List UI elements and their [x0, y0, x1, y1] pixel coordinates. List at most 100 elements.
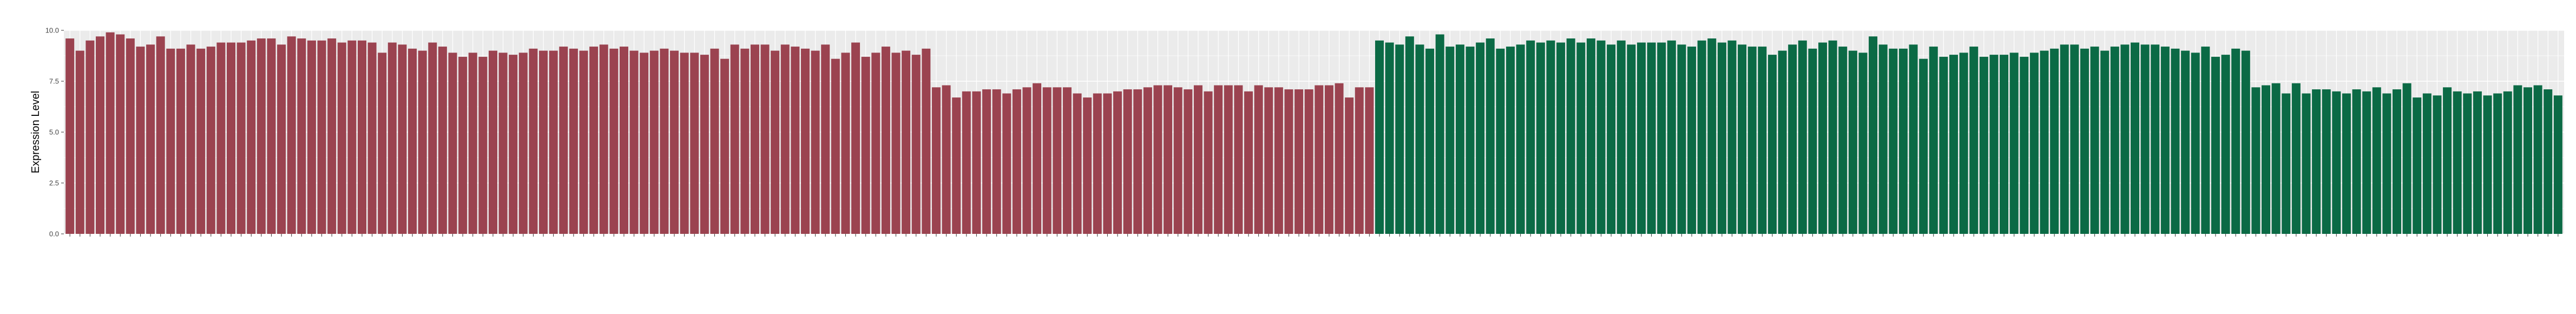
bar — [760, 44, 770, 234]
y-tick-label: 0.0 — [49, 230, 59, 238]
bar — [2503, 91, 2512, 234]
bar — [922, 48, 931, 234]
bar — [1979, 56, 1988, 234]
bar — [1496, 48, 1505, 234]
bar — [1929, 47, 1938, 234]
bar — [2080, 48, 2089, 234]
bar — [2160, 47, 2170, 234]
bar — [2090, 47, 2099, 234]
bar — [2262, 85, 2271, 234]
bar — [1274, 87, 1283, 234]
bar — [2110, 47, 2119, 234]
bar — [1385, 42, 1394, 234]
bar — [1889, 48, 1898, 234]
bar — [1053, 87, 1062, 234]
bar — [690, 53, 699, 234]
bar — [1254, 85, 1263, 234]
bar — [2433, 95, 2442, 234]
bar — [1355, 87, 1364, 234]
bar — [236, 42, 246, 234]
bar — [2050, 48, 2059, 234]
bar — [2191, 53, 2200, 234]
bar — [2231, 48, 2240, 234]
bar — [2302, 93, 2311, 234]
bar — [1244, 91, 1253, 234]
bar — [2513, 85, 2522, 234]
bar — [740, 48, 750, 234]
bar — [65, 38, 75, 234]
bar — [559, 47, 568, 234]
bar — [1828, 40, 1837, 234]
bar — [1294, 89, 1304, 234]
y-tick-label: 10.0 — [45, 27, 59, 35]
bar — [589, 47, 599, 234]
bar — [2453, 91, 2462, 234]
bar — [1788, 44, 1797, 234]
bar — [1062, 87, 1072, 234]
bar — [2211, 56, 2220, 234]
bar — [1959, 53, 1968, 234]
bar — [529, 48, 538, 234]
bar — [468, 53, 477, 234]
bar — [1707, 38, 1717, 234]
bar — [2271, 83, 2281, 234]
bar — [2000, 55, 2009, 234]
bar — [1425, 48, 1435, 234]
bar — [629, 50, 639, 234]
bar — [1717, 42, 1726, 234]
y-tick-label: 5.0 — [49, 128, 59, 136]
bar — [1042, 87, 1052, 234]
bar — [2201, 47, 2210, 234]
bar — [398, 44, 407, 234]
bar — [1184, 89, 1193, 234]
bar — [1536, 42, 1545, 234]
bar — [911, 55, 921, 234]
bar — [821, 44, 830, 234]
bar — [851, 42, 860, 234]
bar — [1607, 44, 1616, 234]
bar — [2382, 93, 2391, 234]
bar — [307, 40, 316, 234]
bar — [2362, 91, 2371, 234]
bar — [1738, 44, 1747, 234]
bar — [1113, 91, 1122, 234]
bar — [1445, 47, 1455, 234]
bar — [2181, 50, 2190, 234]
bar — [2402, 83, 2411, 234]
bar — [1909, 44, 1918, 234]
bar — [2140, 44, 2150, 234]
bar — [267, 38, 276, 234]
bar — [619, 47, 628, 234]
bar — [841, 53, 850, 234]
bar — [2251, 87, 2260, 234]
bar — [952, 97, 961, 234]
bar — [2443, 87, 2452, 234]
bar — [1224, 85, 1233, 234]
bar — [811, 50, 820, 234]
bar — [1083, 97, 1092, 234]
bar — [649, 50, 659, 234]
bar — [1677, 44, 1686, 234]
bar — [1284, 89, 1293, 234]
bar — [2151, 44, 2160, 234]
bar — [982, 89, 991, 234]
bar — [1214, 85, 1223, 234]
bar — [1919, 58, 1928, 234]
bar — [2372, 87, 2381, 234]
bar — [1616, 40, 1626, 234]
bar — [1002, 93, 1011, 234]
bar — [438, 47, 447, 234]
bar — [2291, 83, 2301, 234]
y-axis-title: Expression Level — [30, 91, 42, 173]
bar — [1767, 55, 1777, 234]
bar — [780, 44, 790, 234]
bar — [226, 42, 235, 234]
bar — [2463, 93, 2472, 234]
bar — [106, 32, 115, 234]
bar — [972, 91, 981, 234]
bar — [2282, 93, 2291, 234]
bar — [2393, 89, 2402, 234]
bar — [1375, 40, 1384, 234]
bar — [518, 53, 528, 234]
bar — [287, 36, 296, 234]
